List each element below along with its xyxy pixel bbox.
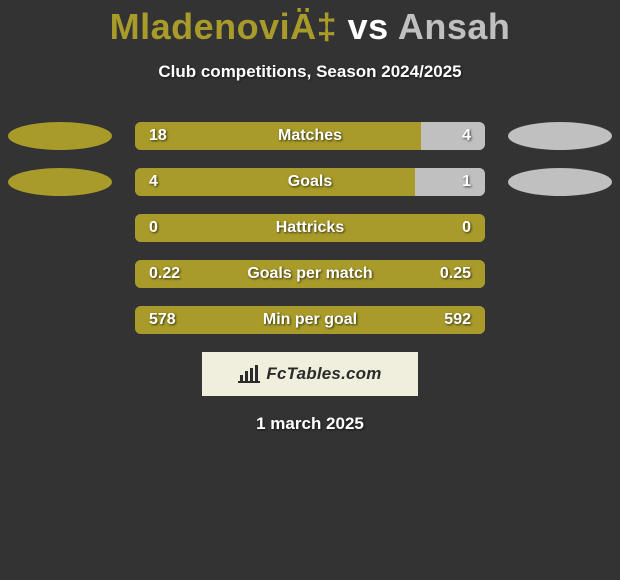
chart-icon [238, 365, 260, 383]
stat-value-left: 0 [135, 214, 172, 242]
stat-value-right: 0 [448, 214, 485, 242]
comparison-card: MladenoviÄ‡ vs Ansah Club competitions, … [0, 0, 620, 434]
player1-name: MladenoviÄ‡ [110, 6, 338, 47]
page-title: MladenoviÄ‡ vs Ansah [0, 6, 620, 48]
brand-badge[interactable]: FcTables.com [202, 352, 418, 396]
player1-ellipse [8, 122, 112, 150]
stat-rows: 184Matches41Goals00Hattricks0.220.25Goal… [0, 122, 620, 334]
stat-bar: 00Hattricks [135, 214, 485, 242]
stat-bar: 41Goals [135, 168, 485, 196]
stat-row: 578592Min per goal [0, 306, 620, 334]
stat-value-left: 4 [135, 168, 172, 196]
stat-value-right: 0.25 [426, 260, 485, 288]
stat-value-left: 18 [135, 122, 181, 150]
brand-text: FcTables.com [266, 364, 381, 384]
stat-bar: 0.220.25Goals per match [135, 260, 485, 288]
stat-row: 184Matches [0, 122, 620, 150]
stat-row: 0.220.25Goals per match [0, 260, 620, 288]
stat-row: 41Goals [0, 168, 620, 196]
stat-bar: 184Matches [135, 122, 485, 150]
stat-row: 00Hattricks [0, 214, 620, 242]
stat-value-right: 1 [448, 168, 485, 196]
subtitle: Club competitions, Season 2024/2025 [0, 62, 620, 82]
stat-value-right: 592 [430, 306, 485, 334]
bar-fill-left [135, 214, 485, 242]
player2-name: Ansah [398, 6, 511, 47]
stat-value-left: 578 [135, 306, 190, 334]
player2-ellipse [508, 122, 612, 150]
footer-date: 1 march 2025 [0, 414, 620, 434]
player2-ellipse [508, 168, 612, 196]
stat-bar: 578592Min per goal [135, 306, 485, 334]
bar-fill-left [135, 168, 415, 196]
player1-ellipse [8, 168, 112, 196]
vs-label: vs [348, 6, 389, 47]
stat-value-right: 4 [448, 122, 485, 150]
stat-value-left: 0.22 [135, 260, 194, 288]
